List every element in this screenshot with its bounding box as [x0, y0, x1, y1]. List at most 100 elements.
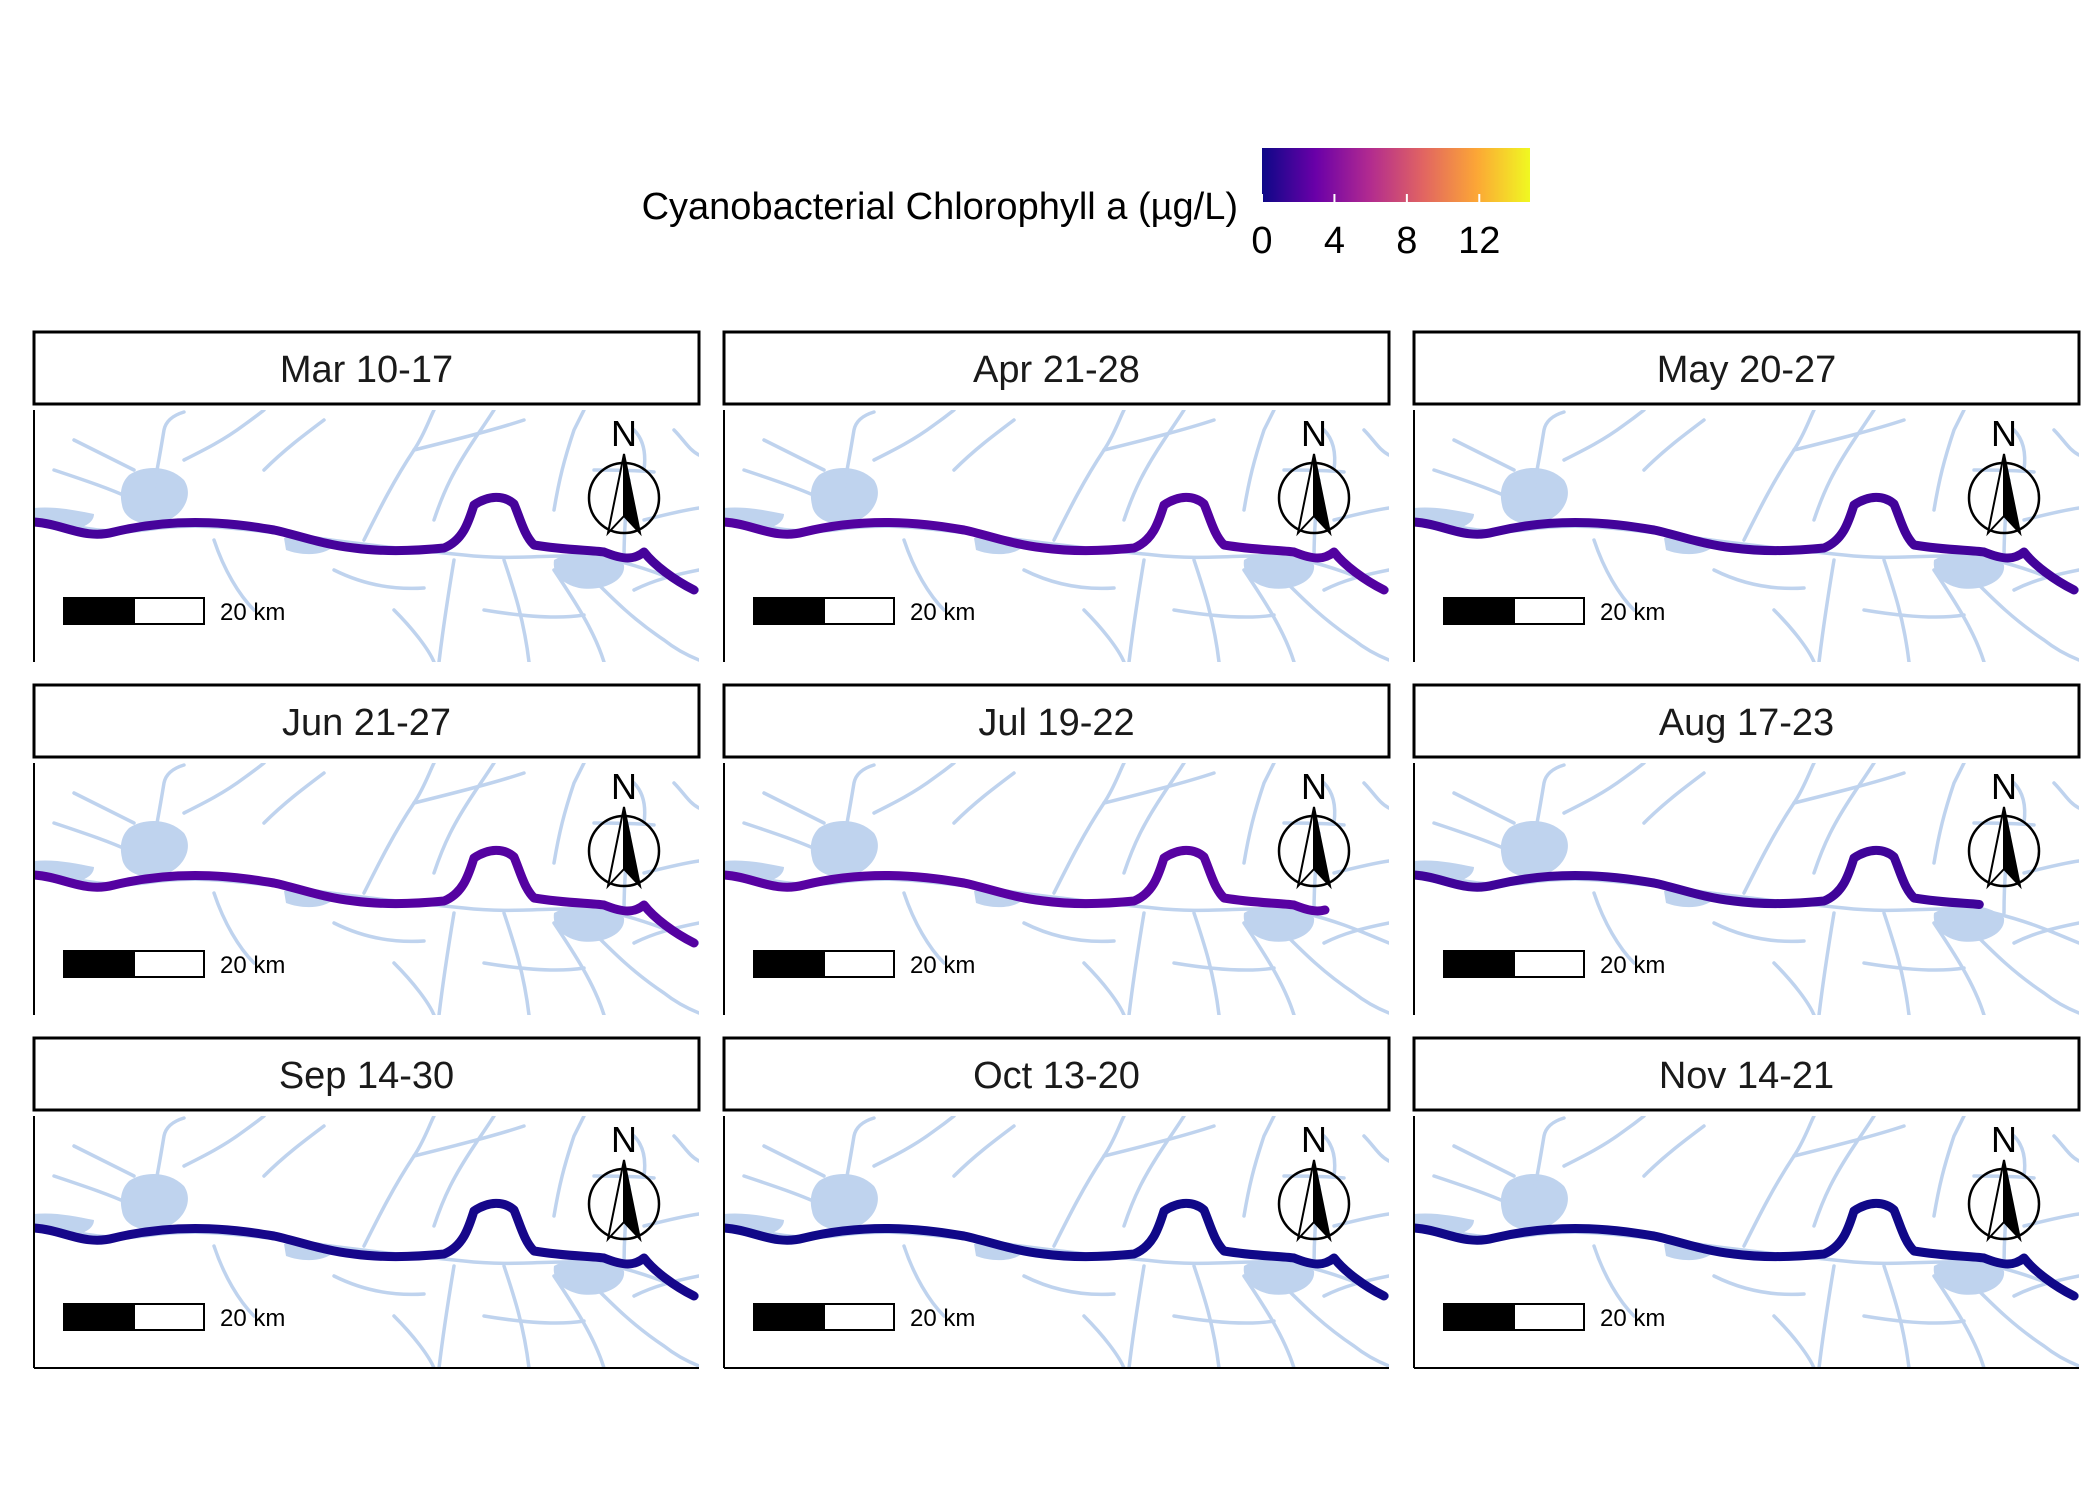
river-channel — [142, 763, 186, 883]
water-body — [1243, 905, 1315, 942]
river-channel — [1817, 911, 1836, 1015]
river-channel — [1332, 506, 1389, 522]
river-channel — [592, 578, 699, 662]
water-body — [1243, 552, 1315, 589]
panel-title: Mar 10-17 — [280, 349, 453, 391]
river-channel — [1972, 1284, 2079, 1368]
panel-map: 20 km N — [723, 763, 1389, 1015]
north-arrow-icon: N — [1277, 766, 1351, 890]
water-body — [120, 1174, 188, 1231]
river-channel — [2012, 921, 2079, 945]
survey-track — [34, 1198, 699, 1301]
river-channel — [552, 1116, 586, 1218]
river-channel — [1972, 931, 2079, 1015]
panel-title: Jul 19-22 — [978, 702, 1134, 744]
river-channel — [952, 1124, 1016, 1178]
river-channel — [1242, 410, 1276, 512]
legend-ticks: 0 4 8 12 — [1251, 194, 1500, 262]
water-body — [810, 468, 878, 525]
river-channel — [632, 921, 699, 945]
panel-title: Oct 13-20 — [973, 1055, 1140, 1097]
water-body — [1933, 905, 2005, 942]
river-channel — [362, 1116, 436, 1248]
river-channel — [1792, 418, 1906, 452]
river-channel — [412, 418, 526, 452]
river-channel — [502, 1264, 531, 1368]
river-channel — [2052, 781, 2079, 810]
panel-title: Sep 14-30 — [279, 1055, 454, 1097]
map-panel: Jul 19-22 20 km N — [722, 683, 1391, 1015]
scale-bar-label: 20 km — [1600, 952, 1665, 979]
survey-track — [724, 492, 1389, 595]
river-channel — [902, 538, 946, 612]
river-channel — [952, 771, 1016, 825]
river-channel — [742, 821, 826, 855]
panel-map: 20 km N — [1413, 410, 2079, 662]
river-channel — [762, 791, 826, 825]
river-channel — [362, 763, 436, 895]
river-channel — [1022, 568, 1116, 591]
river-channel — [1742, 410, 1816, 542]
north-arrow-icon: N — [587, 413, 661, 537]
river-channel — [1792, 1124, 1906, 1158]
river-channel — [952, 418, 1016, 472]
river-channel — [2012, 1134, 2027, 1178]
water-body — [1500, 821, 1568, 878]
river-channel — [1282, 578, 1389, 662]
river-channel — [1332, 859, 1389, 875]
river-channel — [437, 558, 456, 662]
river-channel — [1362, 1134, 1389, 1163]
water-body — [1500, 1174, 1568, 1231]
water-body — [1933, 552, 2005, 589]
river-channel — [482, 1314, 586, 1325]
river-channel — [1052, 1116, 1126, 1248]
scale-bar-label: 20 km — [910, 1305, 975, 1332]
river-channel — [1322, 428, 1337, 472]
panel-header — [32, 1036, 701, 1112]
scale-bar: 20 km — [753, 950, 975, 979]
river-channel — [1082, 961, 1126, 1015]
map-panel: Apr 21-28 20 km N — [722, 330, 1391, 662]
north-label: N — [1301, 766, 1327, 807]
map-panel: Jun 21-27 20 km N — [32, 683, 701, 1015]
scale-bar-label: 20 km — [910, 952, 975, 979]
river-channel — [1812, 763, 1876, 875]
river-channel — [672, 428, 699, 457]
river-channel — [1562, 1116, 1646, 1168]
river-channel — [552, 410, 586, 512]
scale-bar: 20 km — [1443, 1303, 1665, 1332]
river-channel — [1772, 961, 1816, 1015]
scale-bar: 20 km — [63, 597, 285, 626]
river-channel — [142, 1116, 186, 1236]
river-channel — [2022, 1212, 2079, 1228]
river-channel — [632, 1134, 647, 1178]
north-arrow-icon: N — [1967, 1119, 2041, 1243]
river-channel — [262, 771, 326, 825]
river-channel — [762, 1144, 826, 1178]
river-channel — [632, 428, 647, 472]
river-channel — [1322, 568, 1389, 592]
river-channel — [1932, 410, 1966, 512]
water-body — [553, 552, 625, 589]
survey-track — [34, 845, 699, 948]
river-channel — [1172, 961, 1276, 972]
river-channel — [72, 1144, 136, 1178]
river-channel — [1242, 1116, 1276, 1218]
north-arrow-icon: N — [1277, 1119, 1351, 1243]
river-channel — [1522, 763, 1566, 883]
river-channel — [332, 921, 426, 944]
river-channel — [762, 438, 826, 472]
river-channel — [1127, 558, 1146, 662]
map-panel: Oct 13-20 20 km N — [722, 1036, 1391, 1369]
river-channel — [1812, 410, 1876, 522]
panel-title: Aug 17-23 — [1659, 702, 1834, 744]
river-channel — [1322, 1134, 1337, 1178]
scale-bar-label: 20 km — [1600, 1305, 1665, 1332]
legend-tick-label: 4 — [1324, 220, 1345, 262]
river-channel — [1862, 608, 1966, 619]
river-channel — [642, 506, 699, 522]
river-channel — [1362, 781, 1389, 810]
river-channel — [1792, 771, 1906, 805]
